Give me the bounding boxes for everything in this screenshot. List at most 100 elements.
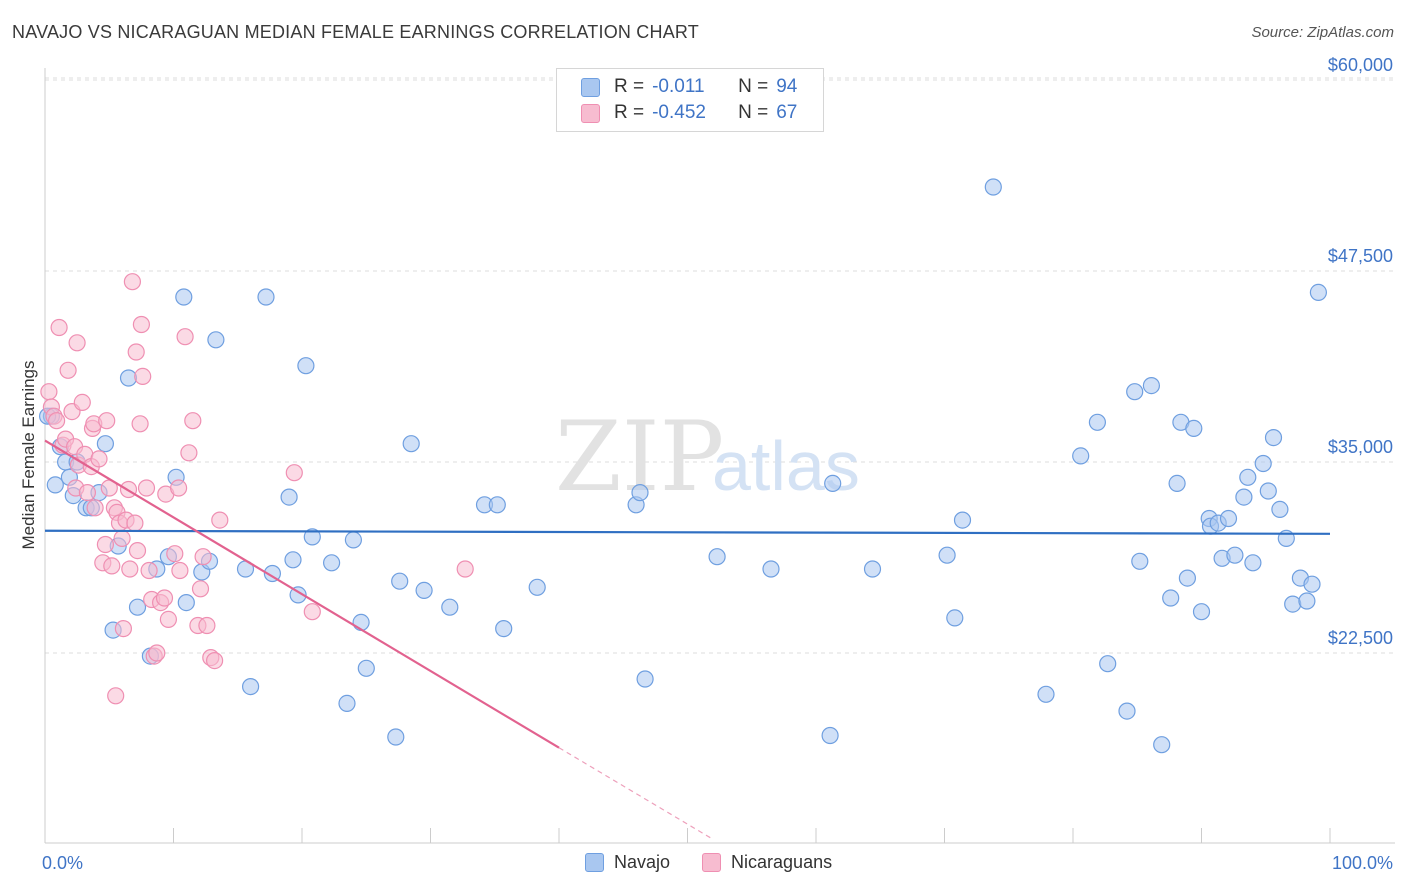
navajo-point: [1142, 377, 1161, 395]
nicaraguans-point: [206, 651, 224, 670]
nicaraguans-point: [107, 687, 125, 705]
navajo-point: [863, 560, 882, 578]
y-axis-title: Median Female Earnings: [19, 361, 38, 550]
navajo-point: [1099, 655, 1117, 673]
watermark-atlas: atlas: [712, 427, 860, 505]
navajo-point: [1192, 603, 1211, 621]
navajo-point: [344, 531, 362, 549]
nicaraguans-point: [159, 610, 177, 629]
nicaraguans-point: [113, 529, 131, 548]
navajo-point: [119, 369, 138, 387]
navajo-point: [1118, 702, 1136, 720]
nicaraguans-point: [132, 315, 150, 334]
nicaraguans-points: [40, 273, 474, 705]
nicaraguans-point: [134, 367, 152, 385]
navajo-trend-line: [44, 529, 1331, 535]
nicaraguans-point: [86, 499, 104, 517]
navajo-point: [938, 546, 956, 564]
nicaraguans-point: [78, 484, 97, 502]
nicaraguans-point: [103, 557, 121, 575]
navajo-point: [953, 511, 972, 529]
r-label: R =: [614, 76, 645, 97]
nicaraguans-point: [68, 334, 86, 352]
navajo-point: [280, 488, 298, 506]
nicaraguans-point: [171, 561, 189, 580]
y-tick-label: $47,500: [1328, 246, 1393, 266]
nicaraguans-point: [211, 511, 229, 529]
nicaraguans-point: [140, 561, 158, 580]
navajo-point: [631, 484, 649, 502]
nicaraguans-point: [131, 415, 149, 433]
navajo-point: [488, 496, 506, 514]
nicaraguans-point: [50, 318, 68, 337]
nicaraguans-point: [166, 545, 184, 563]
nicaraguans-point: [155, 589, 174, 607]
nicaraguans-point: [128, 541, 147, 560]
nicaraguans-trend-extension: [558, 747, 714, 840]
navajo-point: [338, 694, 356, 713]
source-label: Source: ZipAtlas.com: [1251, 24, 1394, 41]
navajo-point: [708, 548, 726, 566]
navajo-point: [352, 613, 370, 632]
navajo-point: [297, 357, 315, 375]
legend-label-nicaraguans: Nicaraguans: [731, 852, 833, 872]
navajo-point: [821, 726, 839, 745]
axes: [44, 68, 1395, 844]
navajo-point: [242, 677, 260, 696]
nicaraguans-point: [47, 412, 66, 430]
nicaraguans-point: [184, 412, 202, 430]
watermark: ZIP atlas: [555, 401, 860, 513]
navajo-point: [1271, 500, 1289, 518]
legend-label-navajo: Navajo: [614, 852, 671, 872]
n-label: N =: [738, 76, 769, 97]
navajo-point: [1131, 552, 1149, 570]
navajo-point: [1185, 419, 1203, 437]
navajo-point: [1298, 592, 1316, 610]
nicaraguans-point: [127, 343, 145, 361]
trend-lines: [44, 439, 1331, 840]
legend-item-nicaraguans: Nicaraguans: [702, 852, 832, 873]
navajo-point: [441, 598, 459, 616]
nicaraguans-point: [191, 580, 210, 598]
nicaraguans-point: [90, 450, 108, 468]
legend-row-navajo: R = -0.011 N = 94: [581, 75, 797, 99]
n-value: 94: [776, 76, 798, 97]
navajo-point: [1244, 554, 1262, 572]
y-tick-label: $22,500: [1328, 628, 1393, 648]
nicaraguans-point: [456, 560, 474, 578]
navajo-swatch: [585, 853, 604, 872]
nicaraguans-point: [123, 273, 141, 291]
r-value: -0.011: [652, 76, 705, 97]
nicaraguans-point: [114, 619, 133, 638]
navajo-point: [1219, 509, 1238, 528]
navajo-point: [415, 581, 433, 600]
navajo-point: [984, 178, 1002, 196]
navajo-point: [46, 476, 64, 494]
navajo-point: [1162, 589, 1180, 607]
navajo-point: [636, 670, 654, 688]
navajo-point: [1178, 569, 1197, 587]
navajo-point: [762, 560, 780, 578]
navajo-point: [1226, 546, 1244, 564]
navajo-point: [303, 528, 321, 546]
chart-title: NAVAJO VS NICARAGUAN MEDIAN FEMALE EARNI…: [12, 22, 699, 42]
nicaraguans-point: [180, 444, 198, 462]
nicaraguans-point: [96, 535, 115, 554]
navajo-point: [1072, 447, 1090, 465]
navajo-point: [495, 619, 513, 638]
navajo-point: [1259, 482, 1277, 500]
navajo-swatch: [581, 77, 600, 97]
stats-legend: R = -0.011 N = 94 R = -0.452 N = 67: [556, 68, 824, 132]
navajo-point: [1309, 283, 1328, 301]
nicaraguans-point: [176, 328, 194, 346]
nicaraguans-point: [98, 412, 116, 430]
n-label: N =: [738, 102, 769, 123]
nicaraguans-point: [198, 616, 216, 635]
r-value: -0.452: [652, 102, 706, 123]
navajo-point: [528, 578, 546, 596]
navajo-point: [289, 586, 307, 604]
x-tick-label-max: 100.0%: [1332, 853, 1393, 873]
navajo-point: [1284, 595, 1302, 613]
navajo-point: [128, 598, 147, 616]
